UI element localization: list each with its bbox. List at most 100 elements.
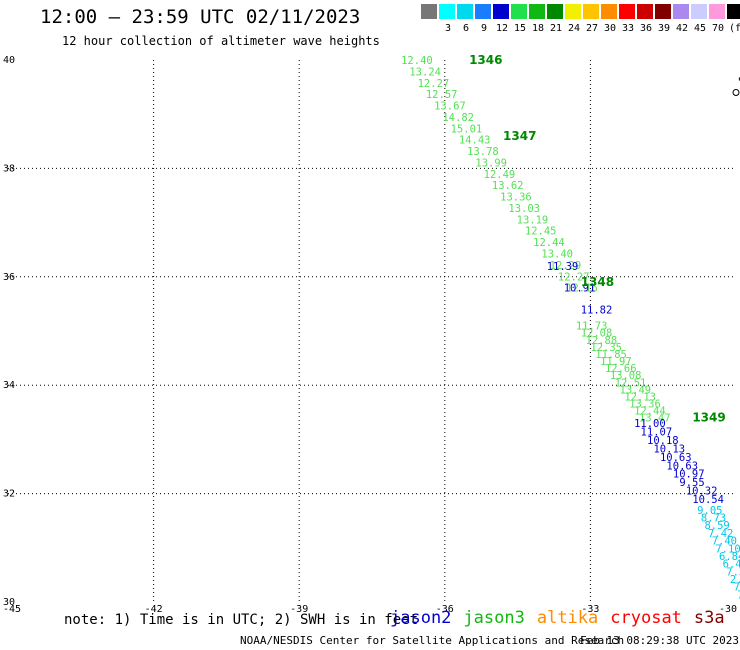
wave-height-value: 7.62: [734, 582, 740, 594]
wave-height-value: 11.97: [600, 356, 632, 368]
wave-height-value: 13.03: [508, 203, 540, 215]
lat-tick-label: 34: [3, 380, 15, 391]
wave-height-value: 12.27: [558, 271, 590, 283]
pass-number-label: 1346: [469, 53, 502, 67]
wave-height-value: 2.33: [730, 574, 740, 586]
wave-height-value: 12.45: [525, 226, 557, 238]
legend-swatch: [475, 4, 491, 19]
wave-height-value: 9.55: [679, 477, 704, 489]
lat-tick-label: 40: [3, 55, 15, 66]
wave-height-value: 10.18: [647, 435, 679, 447]
wave-height-value: 12.57: [426, 89, 458, 101]
legend-swatch: [583, 4, 599, 19]
legend-swatch: [493, 4, 509, 19]
wave-height-value: 13.49: [620, 384, 652, 396]
lat-tick-label: 30: [3, 597, 15, 608]
wave-height-value: 10.63: [666, 460, 698, 472]
wave-height-value: 13.99: [475, 157, 507, 169]
lat-tick-label: 36: [3, 272, 15, 283]
satellite-jason3: jason3: [463, 608, 525, 628]
lon-tick-label: -36: [436, 604, 454, 615]
wave-height-value: 12.51: [615, 377, 647, 389]
wave-height-value: 11.85: [595, 349, 627, 361]
legend-swatch: [727, 4, 740, 19]
wave-height-value: 10.63: [660, 452, 692, 464]
wave-height-value: 7.42: [708, 528, 733, 540]
wave-height-value: 12.16: [566, 283, 598, 295]
satellite-jason2: jason2: [390, 608, 452, 628]
lon-tick-label: -39: [290, 604, 308, 615]
wave-height-value: 12.27: [418, 78, 450, 90]
lon-tick-label: -30: [719, 604, 737, 615]
wave-height-value: 11.07: [641, 427, 673, 439]
legend-swatch: [619, 4, 635, 19]
wave-height-value: 6.84: [719, 551, 740, 563]
legend-label: 9: [480, 23, 488, 34]
legend-label: 33: [621, 23, 635, 34]
legend-swatch: [457, 4, 473, 19]
wave-height-value: 12.88: [586, 335, 618, 347]
legend-label: 3: [444, 23, 452, 34]
map-title: 12:00 – 23:59 UTC 02/11/2023: [40, 6, 361, 28]
wave-height-value: 10.97: [673, 469, 705, 481]
wave-height-value: 10.32: [686, 486, 718, 498]
satellite-legend: jason2 jason3 altika cryosat s3a: [390, 608, 737, 628]
wave-height-value: 12.66: [605, 363, 637, 375]
wave-height-value: 13.47: [639, 413, 671, 425]
credit-line: NOAA/NESDIS Center for Satellite Applica…: [240, 634, 625, 647]
wave-height-value: 12.13: [624, 391, 656, 403]
legend-swatch: [691, 4, 707, 19]
legend-label: 21: [549, 23, 563, 34]
wave-height-value: 11.73: [576, 321, 608, 333]
pass-number-label: 1349: [692, 411, 725, 425]
wave-height-value: 15.01: [451, 123, 483, 135]
legend-label: 24: [567, 23, 581, 34]
legend-swatch: [655, 4, 671, 19]
wave-height-value: 7.40: [712, 536, 737, 548]
wave-height-value: 13.19: [517, 214, 549, 226]
legend-swatch: [637, 4, 653, 19]
legend-unit: (ft): [729, 23, 740, 34]
wave-height-value: 12.40: [401, 55, 433, 67]
wave-height-value: 7.84: [737, 589, 740, 601]
satellite-cryosat: cryosat: [610, 608, 682, 628]
lat-tick-label: 32: [3, 489, 15, 500]
lon-tick-label: -45: [3, 604, 21, 615]
wave-height-value: 12.44: [533, 237, 565, 249]
lon-tick-label: -33: [581, 604, 599, 615]
legend-swatch: [565, 4, 581, 19]
wave-height-value: 10.13: [653, 443, 685, 455]
legend-swatch: [421, 4, 437, 19]
legend-swatch: [673, 4, 689, 19]
island-marker: [732, 89, 740, 97]
wave-height-value: 7.30: [726, 566, 740, 578]
legend-label: 27: [585, 23, 599, 34]
pass-number-label: 1348: [581, 275, 614, 289]
wave-height-value: 10.54: [692, 494, 724, 506]
legend-swatch: [547, 4, 563, 19]
wave-height-value: 13.67: [434, 101, 466, 113]
wave-height-value: 12.08: [581, 328, 613, 340]
pass-number-label: 1347: [503, 129, 536, 143]
wave-height-value: 8.73: [701, 513, 726, 525]
satellite-s3a: s3a: [693, 608, 725, 628]
wave-height-value: 12.35: [590, 342, 622, 354]
wave-height-value: 7.10: [715, 543, 740, 555]
legend-label: 30: [603, 23, 617, 34]
island-marker: [738, 77, 740, 81]
legend-label: 18: [531, 23, 545, 34]
footnote: note: 1) Time is in UTC; 2) SWH is in fe…: [64, 612, 419, 628]
wave-height-value: 12.29: [550, 260, 582, 272]
wave-height-value: 13.62: [492, 180, 524, 192]
wave-height-value: 13.78: [467, 146, 499, 158]
legend-label: 45: [693, 23, 707, 34]
wave-height-value: 14.43: [459, 135, 491, 147]
wave-height-value: 10.91: [564, 283, 596, 295]
legend-label: 6: [462, 23, 470, 34]
wave-height-value: 13.36: [629, 399, 661, 411]
wave-height-value: 14.82: [442, 112, 474, 124]
legend-label: 70: [711, 23, 725, 34]
legend-label: 15: [513, 23, 527, 34]
satellite-altika: altika: [536, 608, 599, 628]
